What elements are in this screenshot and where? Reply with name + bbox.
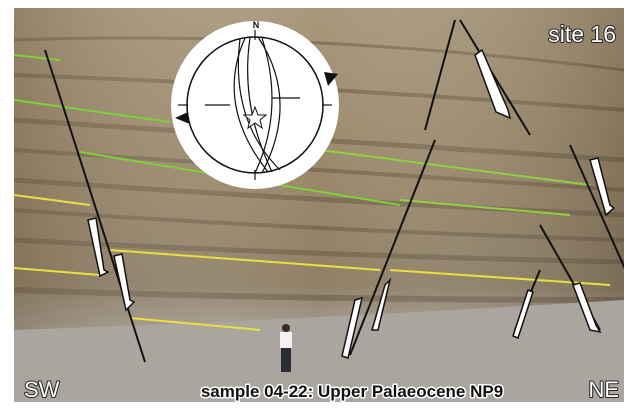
direction-ne: NE (588, 377, 619, 402)
direction-sw: SW (24, 377, 60, 402)
stereonet-background (171, 21, 339, 189)
north-label: N (253, 20, 260, 30)
page: N site 16 SW NE sample 04-22: Upper Pala… (0, 0, 636, 408)
stereonet: N (171, 20, 339, 189)
site-label: site 16 (548, 21, 616, 47)
figure: N site 16 SW NE sample 04-22: Upper Pala… (0, 0, 636, 408)
caption: sample 04-22: Upper Palaeocene NP9 (201, 382, 503, 401)
